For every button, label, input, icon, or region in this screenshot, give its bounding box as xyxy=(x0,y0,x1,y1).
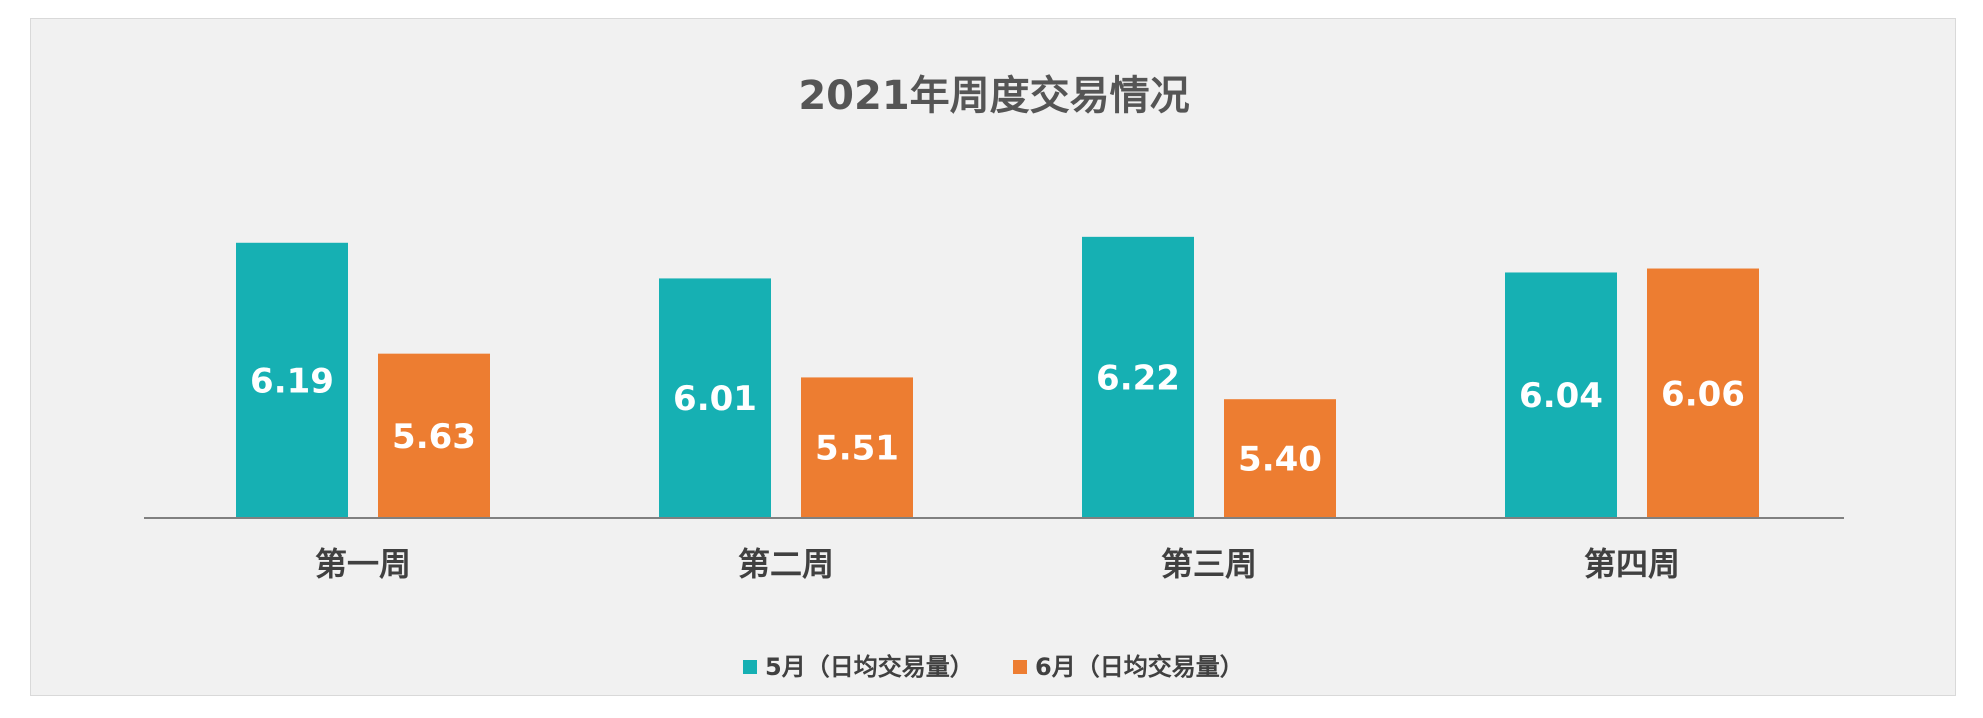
chart-panel: 2021年周度交易情况 6.19 5.63 6.01 5.51 6.22 5.40 6.04… xyxy=(30,18,1956,696)
chart-title: 2021年周度交易情况 xyxy=(798,73,1189,119)
data-label-may-week-4: 6.04 xyxy=(1519,376,1603,416)
bar-june-week-4 xyxy=(1647,268,1759,518)
data-label-may-week-1: 6.19 xyxy=(250,361,334,401)
data-label-june-week-2: 5.51 xyxy=(815,429,899,469)
legend-label-may: 5月（日均交易量） xyxy=(765,653,974,681)
bar-may-week-3 xyxy=(1082,236,1194,518)
data-label-may-week-2: 6.01 xyxy=(673,379,757,419)
legend: 5月（日均交易量） 6月（日均交易量） xyxy=(743,653,1244,681)
bar-may-week-2 xyxy=(659,278,771,518)
data-label-june-week-3: 5.40 xyxy=(1238,440,1322,480)
legend-swatch-may xyxy=(743,660,757,674)
legend-label-june: 6月（日均交易量） xyxy=(1035,653,1244,681)
bar-may-week-1 xyxy=(236,242,348,518)
data-label-june-week-1: 5.63 xyxy=(392,417,476,457)
category-labels: 第一周 第二周 第三周 第四周 xyxy=(315,545,1680,583)
bar-june-week-3 xyxy=(1224,399,1336,518)
bars-layer: 6.19 5.63 6.01 5.51 6.22 5.40 6.04 6.06 xyxy=(236,236,1759,518)
category-label-week-1: 第一周 xyxy=(315,545,411,583)
data-label-may-week-3: 6.22 xyxy=(1096,358,1180,398)
data-label-june-week-4: 6.06 xyxy=(1661,374,1745,414)
category-label-week-2: 第二周 xyxy=(738,545,834,583)
category-label-week-4: 第四周 xyxy=(1584,545,1680,583)
legend-swatch-june xyxy=(1013,660,1027,674)
bar-june-week-2 xyxy=(801,377,913,518)
bar-chart: 2021年周度交易情况 6.19 5.63 6.01 5.51 6.22 5.40 6.04… xyxy=(144,73,1844,681)
category-label-week-3: 第三周 xyxy=(1161,545,1257,583)
bar-june-week-1 xyxy=(378,353,490,518)
bar-may-week-4 xyxy=(1505,272,1617,518)
